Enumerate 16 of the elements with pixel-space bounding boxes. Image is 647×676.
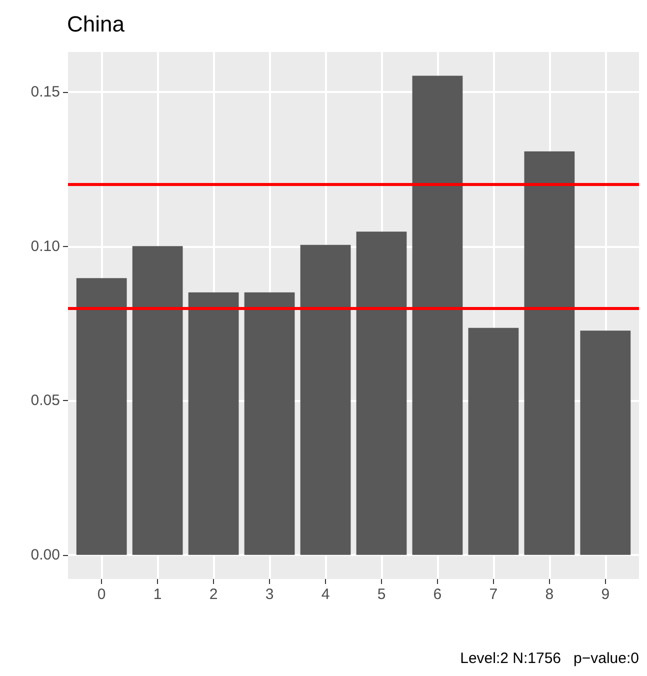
chart-title: China [67, 12, 126, 36]
x-tick-label: 7 [489, 586, 498, 603]
x-tick-label: 2 [209, 586, 218, 603]
x-tick-label: 3 [265, 586, 274, 603]
x-tick-label: 1 [153, 586, 162, 603]
x-tick-label: 4 [321, 586, 330, 603]
text: Level:2 N:1756 p−value:0 [460, 650, 640, 667]
x-tick-label: 6 [433, 586, 442, 603]
x-tick-label: 9 [601, 586, 610, 603]
y-tick-label: 0.10 [30, 238, 60, 255]
y-tick-label: 0.00 [30, 546, 60, 564]
y-tick-label: 0.15 [30, 84, 60, 101]
x-tick-label: 5 [377, 586, 386, 603]
x-tick-label: 0 [97, 586, 106, 603]
y-tick-label: 0.05 [30, 392, 60, 410]
x-tick-label: 8 [545, 586, 554, 603]
